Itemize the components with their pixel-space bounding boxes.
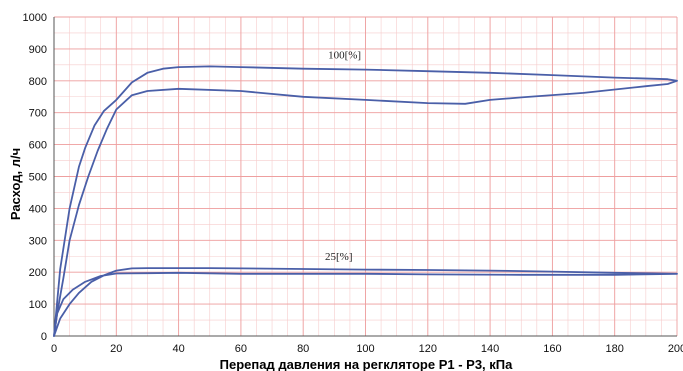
series-label-2: 25[%] — [325, 251, 353, 263]
series-line-1 — [53, 65, 678, 337]
x-tick-label: 20 — [110, 343, 122, 355]
x-tick-label: 160 — [543, 343, 561, 355]
x-tick-label: 80 — [297, 343, 309, 355]
y-tick-label: 400 — [29, 203, 47, 215]
y-tick-label: 0 — [41, 331, 47, 343]
y-tick-label: 700 — [29, 108, 47, 120]
x-tick-label: 200 — [668, 343, 683, 355]
data-series — [53, 65, 678, 337]
x-tick-label: 60 — [235, 343, 247, 355]
series-line-2 — [53, 267, 678, 337]
x-tick-label: 100 — [356, 343, 374, 355]
x-tick-label: 140 — [481, 343, 499, 355]
tick-labels: 0 20 40 60 80 100 120 140 160 180 200 0 100 200 300 400… — [23, 12, 683, 355]
series-label-1: 100[%] — [328, 49, 361, 61]
x-tick-label: 180 — [606, 343, 624, 355]
y-tick-label: 100 — [29, 299, 47, 311]
y-tick-label: 500 — [29, 172, 47, 184]
y-tick-label: 600 — [29, 140, 47, 152]
y-tick-label: 800 — [29, 76, 47, 88]
y-tick-label: 300 — [29, 235, 47, 247]
y-tick-label: 200 — [29, 267, 47, 279]
x-tick-label: 40 — [172, 343, 184, 355]
x-tick-label: 120 — [419, 343, 437, 355]
axes — [53, 17, 677, 337]
y-tick-label: 1000 — [23, 12, 47, 24]
series-labels: 100[%] 25[%] — [325, 49, 361, 263]
x-axis-title: Перепад давления на регкляторе P1 - P3, … — [220, 357, 513, 371]
y-tick-label: 900 — [29, 44, 47, 56]
x-tick-label: 0 — [51, 343, 57, 355]
y-axis-title: Расход, л/ч — [8, 148, 23, 220]
